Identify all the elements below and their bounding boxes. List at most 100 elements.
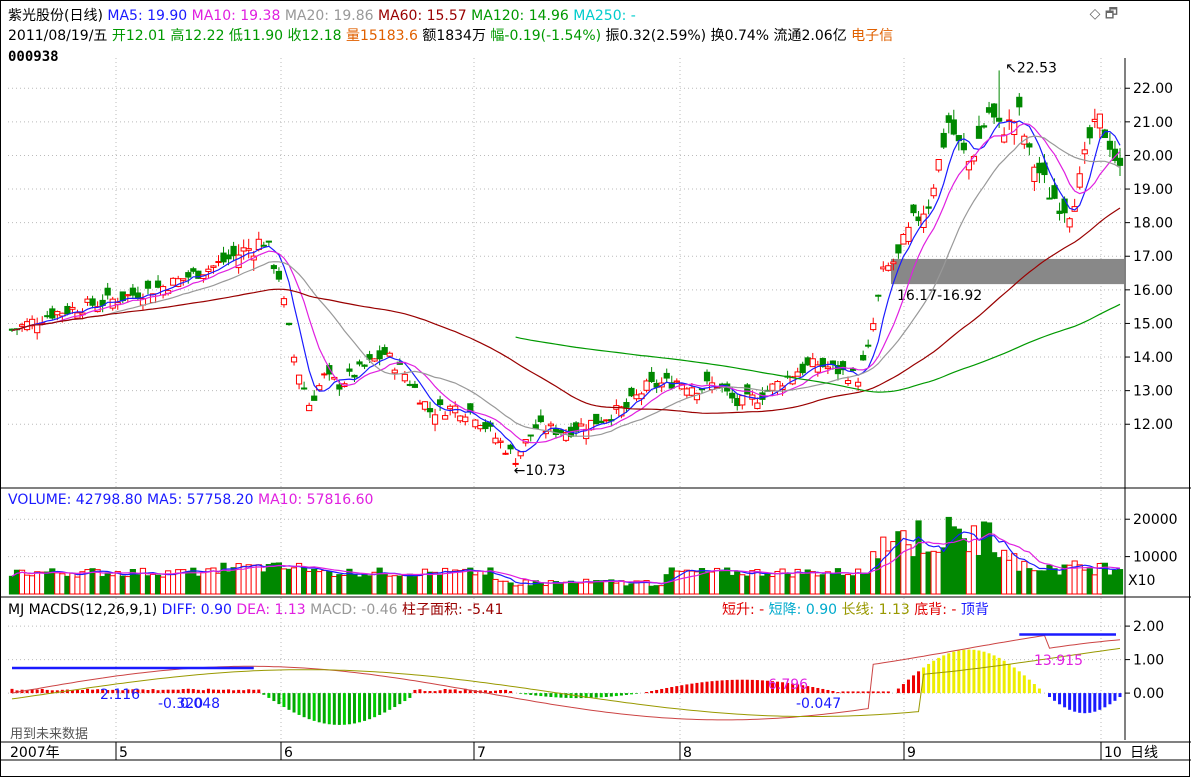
volume-bar [1116,569,1124,595]
volume-bar [477,570,484,595]
candle-body [1031,166,1038,182]
price-tick-label: 15.00 [1133,316,1173,332]
volume-bar [688,570,696,595]
candle-body [447,405,454,410]
candle-body [265,240,272,243]
candle-body [849,368,857,371]
candle-body [1096,113,1103,129]
candle-body [311,395,318,401]
volume-bar [955,528,962,595]
volume-bar [502,580,509,595]
candle-body [331,376,338,380]
candle-body [235,254,242,269]
volume-bar [154,574,162,595]
volume-bar [280,568,288,595]
volume-bar [290,567,298,595]
candle-body [855,381,862,387]
candle-body [598,420,605,423]
candle-body [406,383,413,386]
volume-bar [507,582,514,595]
candle-body [527,434,534,437]
candle-body [285,322,293,326]
header-line2: 2011/08/19/五 开12.01 高12.22 低11.90 收12.18… [8,27,893,44]
candle-body [356,361,363,365]
candle-body [512,462,519,465]
volume-bar [719,569,726,595]
candle-body [275,270,283,280]
volume-bar [321,570,328,595]
ma20-line [11,135,1121,437]
macd-label-b: -0.320 [158,696,203,712]
candle-body [220,252,227,263]
candle-body [739,395,746,406]
volume-bar [472,574,479,595]
candle-body [426,408,434,413]
volume-bar [301,567,308,595]
volume-bar [200,572,207,595]
macd-tick-label: 0.00 [1133,686,1164,702]
volume-bar [326,571,333,595]
candle-body [366,354,373,360]
candle-body [457,415,464,422]
volume-bar [739,574,746,595]
candles [8,70,1124,467]
candle-body [663,372,670,379]
volume-bar [1091,574,1098,595]
candle-body [860,354,867,361]
candle-body [930,187,937,197]
candle-body [260,244,267,247]
volume-bar [527,585,534,595]
volume-bar [381,574,388,595]
candle-body [421,401,429,410]
candle-body [1066,218,1073,228]
time-axis-label: 6 [284,745,293,761]
candle-body [401,373,408,382]
volume-bar [683,569,690,595]
candle-body [361,364,368,367]
candle-body [431,414,439,425]
volume-bar [452,569,459,595]
volume-bar [447,571,454,595]
candle-body [1086,127,1093,139]
candle-body [1116,157,1124,166]
candle-body [391,369,398,374]
volume-bar [844,574,852,595]
macd-legend-right: 短升: - 短降: 0.90 长线: 1.13 底背: - 顶背 [722,602,989,618]
volume-bar [265,564,272,595]
volume-bar [1011,553,1018,595]
time-axis-label: 5 [119,745,128,761]
candle-body [215,261,222,264]
volume-bar [462,568,469,595]
candle-body [885,265,892,271]
volume-bar [593,580,600,595]
volume-tick-label: 20000 [1133,512,1178,528]
volume-bar [275,562,283,595]
time-axis-label: 2007年 [10,745,60,761]
volume-bar [769,576,776,595]
volume-bar [341,574,348,595]
candle-body [985,107,993,113]
candle-body [225,254,232,260]
candle-body [492,437,499,444]
candle-body [1091,118,1098,122]
candle-body [416,402,424,405]
candle-body [769,383,776,391]
volume-bar [260,571,267,595]
volume-bar [789,576,796,595]
volume-bar [195,575,202,595]
volume-bar [930,550,937,595]
volume-bar [1036,570,1043,595]
candle-body [940,132,947,148]
header-line1: 紫光股份(日线) MA5: 19.90 MA10: 19.38 MA20: 19… [8,8,636,24]
volume-bar [578,582,585,595]
volume-bar [1071,560,1078,595]
volume-bar [729,574,736,595]
volume-bar [311,568,318,595]
candle-body [688,387,696,396]
candle-body [960,142,967,151]
candle-body [462,416,469,423]
volume-bar [870,551,877,595]
volume-bar [220,562,227,595]
candle-body [799,363,806,374]
volume-bar [426,571,434,595]
